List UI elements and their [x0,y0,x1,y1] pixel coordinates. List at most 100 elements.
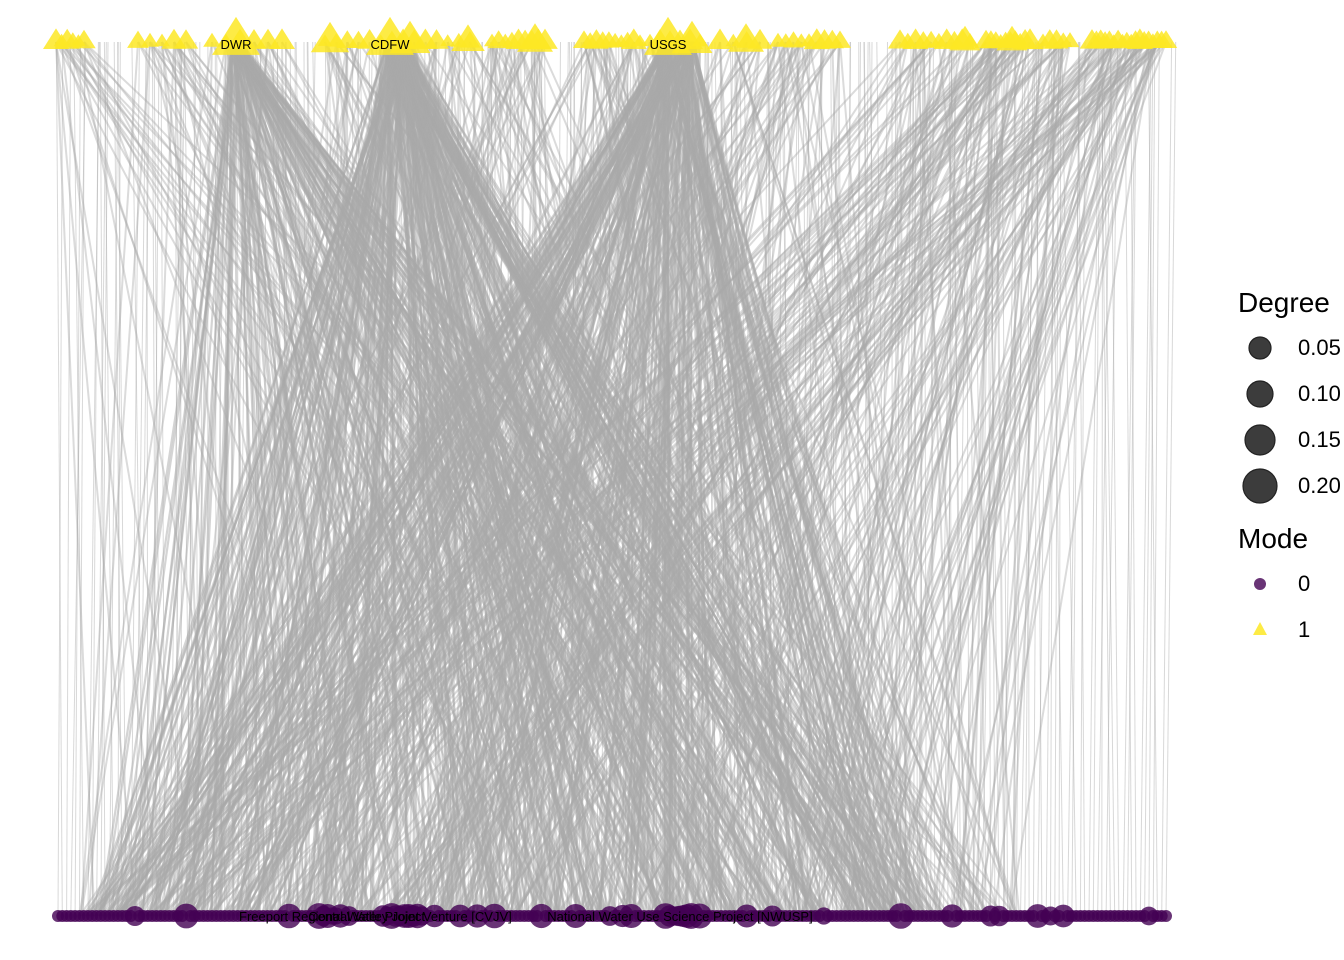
edge-line [1077,41,1086,917]
edge-line [88,41,818,917]
edge-line [194,41,1017,917]
edge-line [781,41,987,917]
edge-line [609,41,641,917]
edge-line [356,41,1026,917]
edge-line [413,41,536,917]
edge-line [160,41,166,917]
edge-line [78,41,213,917]
edge-line [693,41,750,917]
edge-line [85,41,533,917]
edge-line [206,41,527,917]
edge-line [83,41,1163,917]
edge-line [664,41,701,917]
edge-line [620,41,682,917]
edge-line [463,41,779,917]
edge-line [537,41,934,917]
edge-line [412,41,1012,917]
edge-line [265,41,407,917]
edge-line [343,41,349,917]
edge-line [491,41,762,917]
edge-line [727,41,1044,917]
edge-line [396,41,1150,917]
edge-line [324,41,500,917]
edge-line [742,41,917,917]
edge-line [162,41,460,917]
edge-line [112,41,1044,917]
edge-line [649,41,914,917]
edge-line [371,41,546,917]
edge-line [427,41,688,917]
edge-line [936,41,1093,917]
edge-line [583,41,798,917]
edge-line [1152,41,1160,917]
edge-line [388,41,641,917]
edge-line [465,41,735,917]
edge-line [344,41,694,917]
edge-line [99,41,106,917]
edge-line [693,41,1065,917]
edge-line [676,41,795,917]
edge-line [784,41,1013,917]
edge-line [850,41,1022,917]
edge-line [839,41,917,917]
edge-line [66,41,71,917]
edge-line [778,41,1031,917]
edge-line [354,41,1137,917]
edge-line [183,41,693,917]
edge-line [239,41,922,917]
edge-line [508,41,721,917]
edge-line [965,41,970,917]
edge-line [99,41,688,917]
bottom-node-layer [52,903,1172,929]
edge-line [404,41,629,917]
edge-line [845,41,992,917]
edge-line [980,41,1065,917]
edge-line [305,41,696,917]
edge-line [918,41,925,917]
edge-line [515,41,909,917]
edge-line [114,41,963,917]
edge-line [1102,41,1116,917]
edge-line [682,41,761,917]
edge-line [90,41,761,917]
edge-line [686,41,741,917]
edge-line [152,41,795,917]
edge-line [288,41,449,917]
legend-mode-label: 1 [1298,617,1311,642]
edge-line [460,41,1022,917]
edge-line [152,41,410,917]
edge-line [988,41,1000,917]
edge-line [955,41,969,917]
edge-line [912,41,919,917]
edge-line [324,41,845,917]
edge-line [208,41,1031,917]
edge-line [335,41,416,917]
edge-line [688,41,956,917]
edge-line [181,41,585,917]
edge-line [473,41,1102,917]
edge-line [502,41,925,917]
edge-line [157,41,360,917]
edge-line [117,41,1026,917]
edge-line [253,41,736,917]
edge-line [93,41,901,917]
edge-line [181,41,635,917]
edge-line [149,41,932,917]
edge-line [79,41,227,917]
edge-line [554,41,598,917]
edge-line [101,41,235,917]
edge-line [517,41,729,917]
edge-line [60,41,553,917]
edge-line [826,41,1044,917]
edge-line [1032,41,1039,917]
edge-line [682,41,826,917]
edge-line [99,41,1007,917]
edge-line [469,41,977,917]
edge-line [677,41,948,917]
edge-line [57,41,64,917]
edge-line [403,41,416,917]
edge-line [576,41,964,917]
edge-line [881,41,933,917]
edge-line [228,41,826,917]
edge-line [930,41,1065,917]
